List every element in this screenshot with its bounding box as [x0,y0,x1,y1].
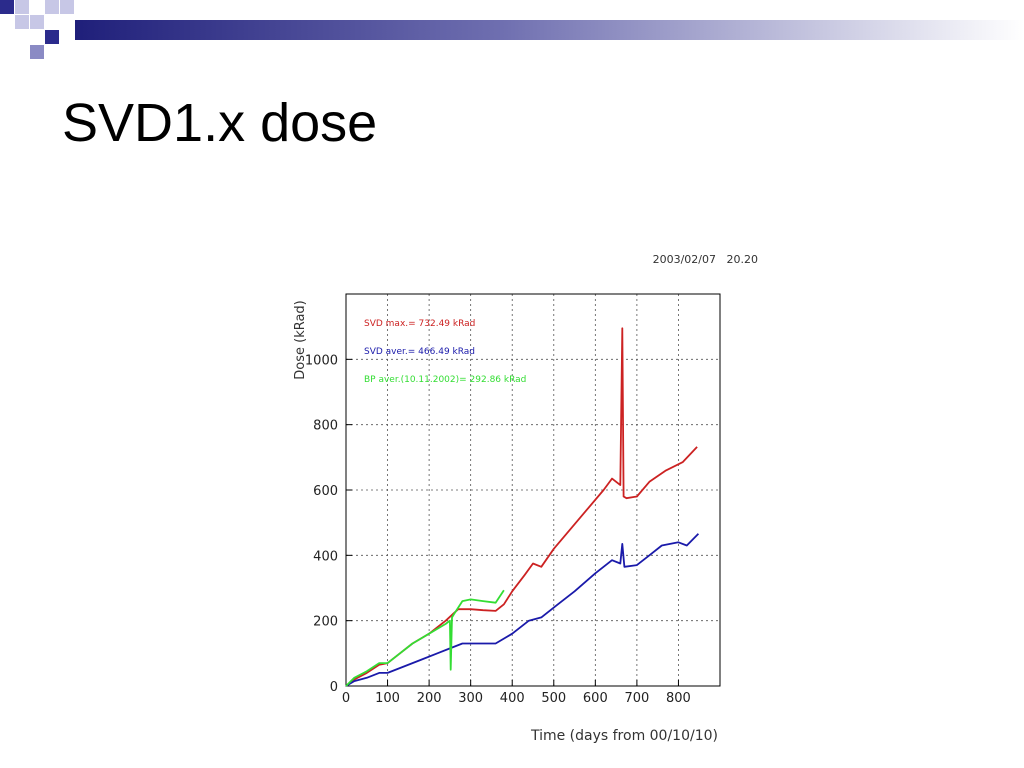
deco-square-2 [15,0,29,14]
y-tick-label-3: 600 [313,484,338,499]
slide-title: SVD1.x dose [62,93,378,153]
chart-timestamp: 2003/02/07 20.20 [653,253,758,266]
y-tick-label-2: 400 [313,549,338,564]
x-tick-label-7: 700 [624,691,649,706]
deco-square-6 [30,15,44,29]
y-tick-label-1: 200 [313,615,338,630]
chart-series [345,327,700,687]
deco-square-3 [45,0,59,14]
x-tick-label-0: 0 [342,691,350,706]
x-tick-label-5: 500 [541,691,566,706]
deco-gradient-bar [75,20,1024,40]
deco-square-4 [60,0,74,14]
x-tick-label-8: 800 [666,691,691,706]
x-tick-label-3: 300 [458,691,483,706]
series-line-2 [345,589,505,687]
chart-legend: SVD max.= 732.49 kRad SVD aver.= 466.49 k… [364,319,526,385]
y-axis-label: Dose (kRad) [293,300,308,380]
x-tick-label-6: 600 [583,691,608,706]
y-tick-label-4: 800 [313,419,338,434]
x-tick-label-2: 200 [417,691,442,706]
deco-square-5 [15,15,29,29]
x-tick-label-4: 400 [500,691,525,706]
y-tick-label-5: 1000 [305,353,338,368]
deco-square-7 [45,30,59,44]
legend-entry-2: BP aver.(10.11.2002)= 292.86 kRad [364,375,526,385]
series-line-1 [345,533,700,687]
deco-square-1 [0,0,14,14]
x-axis-label: Time (days from 00/10/10) [530,728,718,744]
deco-square-8 [30,45,44,59]
x-tick-label-1: 100 [375,691,400,706]
y-tick-label-0: 0 [330,680,338,695]
chart-grid [346,294,720,686]
chart-ticks: 0 100 200 300 400 500 600 700 800 0 200 400 600 800 10… [305,353,691,706]
slide-decoration [0,0,1024,59]
legend-entry-1: SVD aver.= 466.49 kRad [364,347,475,357]
legend-entry-0: SVD max.= 732.49 kRad [364,319,475,329]
